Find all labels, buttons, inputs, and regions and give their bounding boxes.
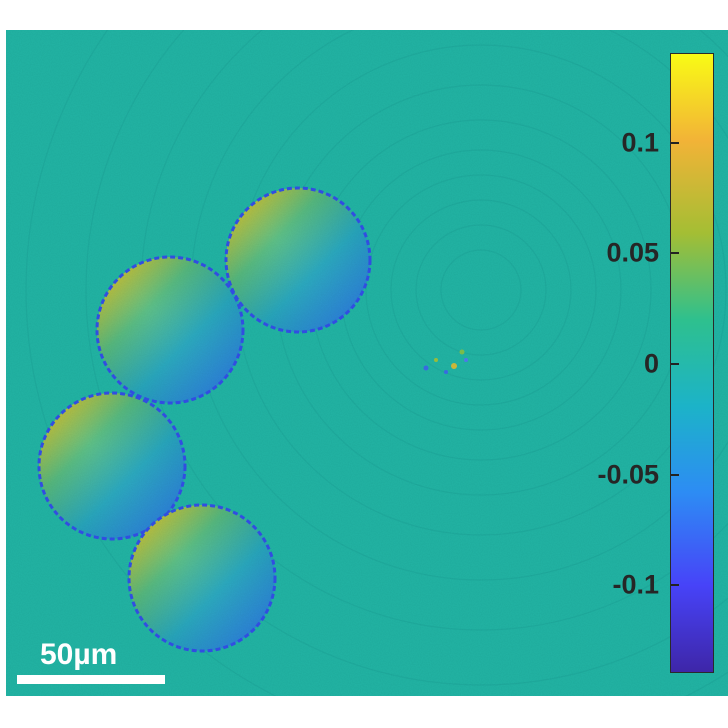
colorbar-tick-mark bbox=[671, 363, 679, 365]
colorbar: 0.1 0.05 0 -0.05 -0.1 bbox=[597, 53, 714, 673]
phase-map-image: 0.1 0.05 0 -0.05 -0.1 50µm bbox=[6, 30, 728, 696]
phase-map-svg bbox=[6, 30, 728, 696]
colorbar-tick-mark bbox=[671, 141, 679, 144]
scalebar-line bbox=[17, 675, 165, 684]
colorbar-tick-label: 0.05 bbox=[606, 237, 659, 268]
colorbar-tick-mark bbox=[671, 473, 679, 476]
colorbar-tick-mark bbox=[671, 252, 679, 255]
colorbar-tick-label: 0 bbox=[643, 348, 659, 379]
colorbar-tick-label: -0.1 bbox=[612, 569, 659, 600]
colorbar-tick-mark bbox=[671, 584, 679, 587]
colorbar-tick-label: 0.1 bbox=[621, 127, 659, 158]
scalebar-label: 50µm bbox=[40, 638, 118, 671]
colorbar-tick-label: -0.05 bbox=[597, 459, 659, 490]
